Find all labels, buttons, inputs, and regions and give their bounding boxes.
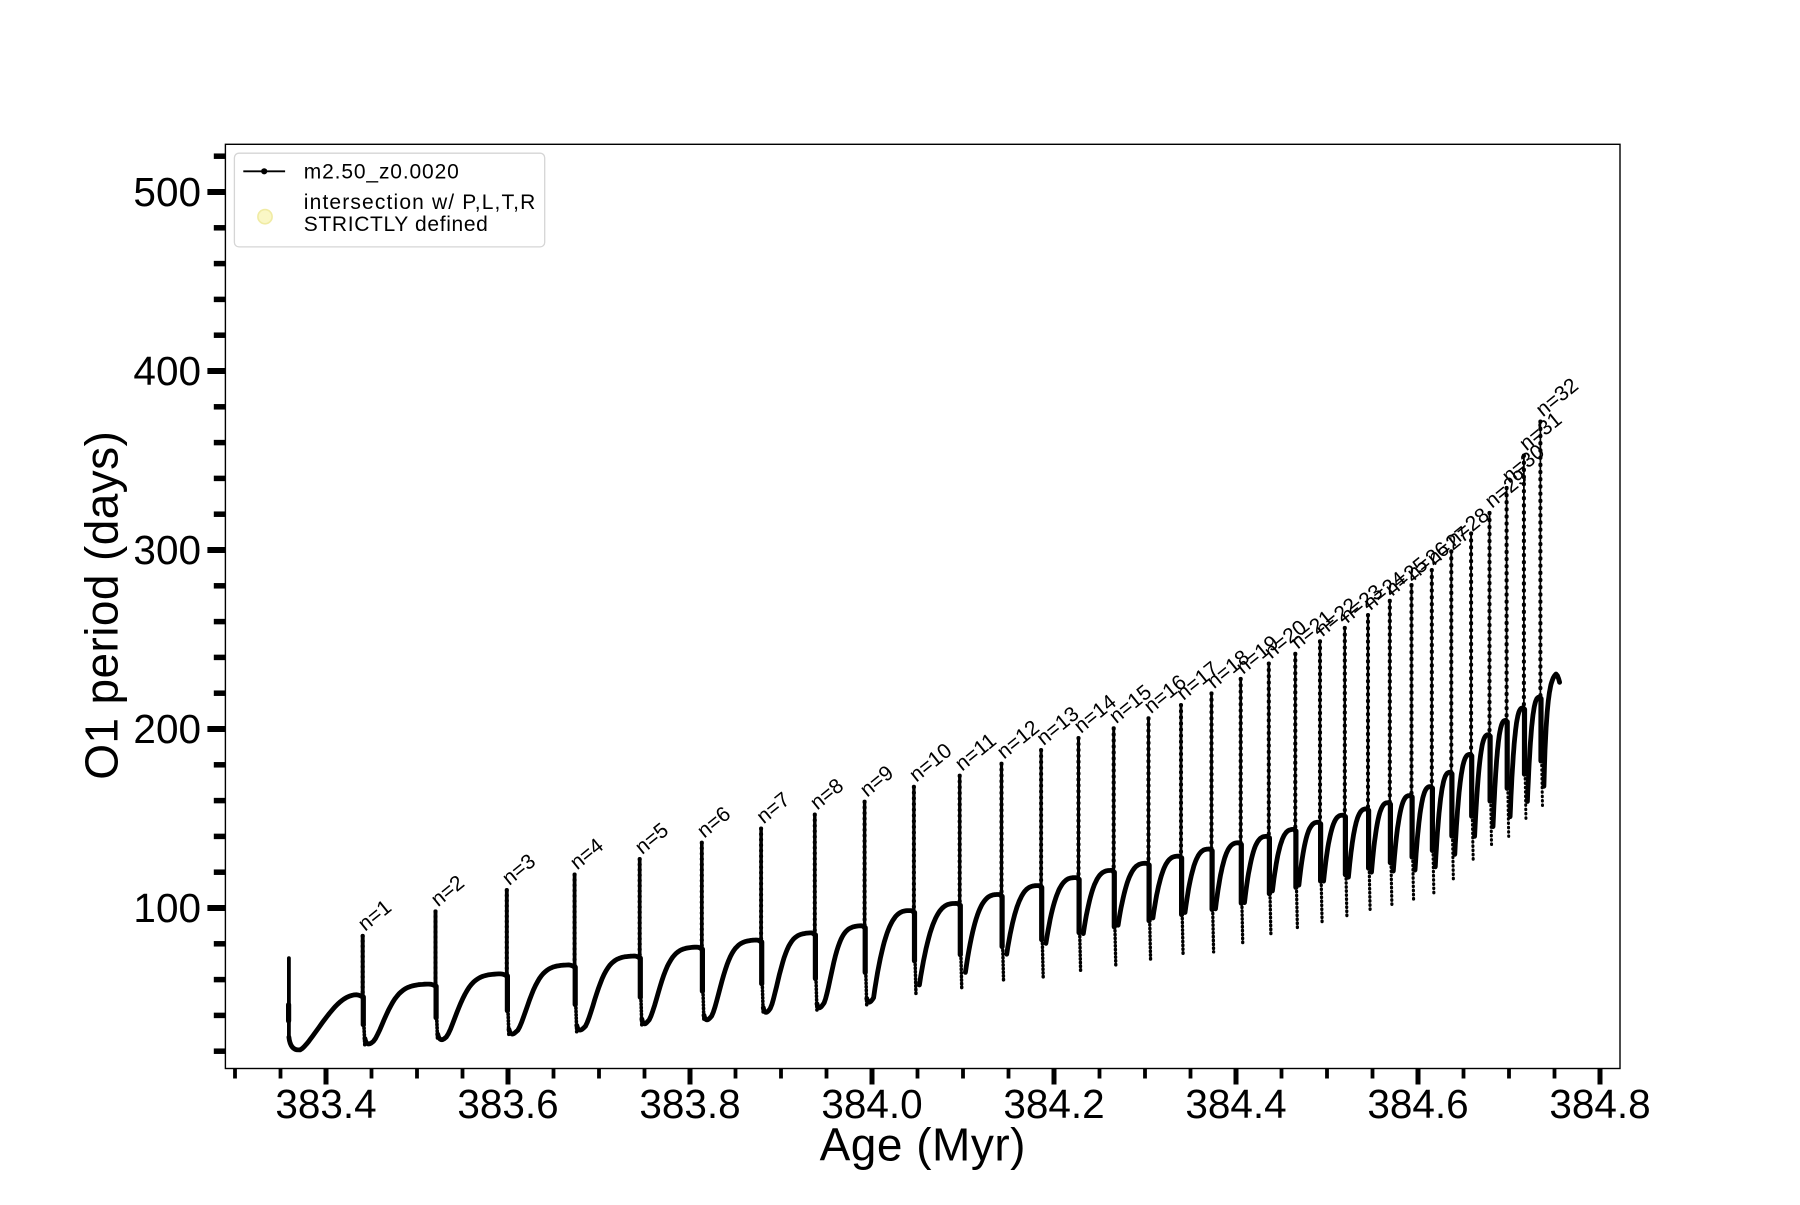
svg-text:383.6: 383.6 [457,1081,558,1127]
svg-text:384.2: 384.2 [1003,1081,1104,1127]
svg-text:383.8: 383.8 [639,1081,740,1127]
svg-text:intersection w/ P,L,T,R: intersection w/ P,L,T,R [304,191,537,214]
svg-text:100: 100 [133,885,201,931]
svg-text:m2.50_z0.0020: m2.50_z0.0020 [304,161,460,184]
svg-text:384.8: 384.8 [1549,1081,1650,1127]
svg-text:300: 300 [133,527,201,573]
svg-text:O1 period (days): O1 period (days) [76,431,128,780]
svg-text:Age (Myr): Age (Myr) [820,1119,1026,1171]
svg-text:384.6: 384.6 [1367,1081,1468,1127]
svg-text:384.0: 384.0 [821,1081,922,1127]
svg-text:400: 400 [133,348,201,394]
svg-text:STRICTLY defined: STRICTLY defined [304,213,489,236]
svg-text:383.4: 383.4 [275,1081,376,1127]
svg-text:500: 500 [133,169,201,215]
svg-text:384.4: 384.4 [1185,1081,1286,1127]
svg-text:200: 200 [133,706,201,752]
